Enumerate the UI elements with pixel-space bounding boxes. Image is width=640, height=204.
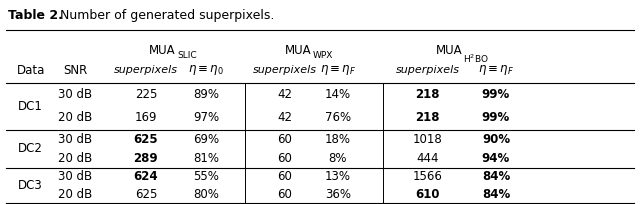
- Text: 444: 444: [416, 152, 439, 165]
- Text: 218: 218: [415, 111, 440, 124]
- Text: 610: 610: [415, 188, 440, 201]
- Text: 60: 60: [277, 171, 292, 183]
- Text: 30 dB: 30 dB: [58, 133, 93, 146]
- Text: 97%: 97%: [193, 111, 219, 124]
- Text: 13%: 13%: [325, 171, 351, 183]
- Text: 218: 218: [415, 88, 440, 101]
- Text: 20 dB: 20 dB: [58, 111, 93, 124]
- Text: MUA: MUA: [435, 44, 462, 58]
- Text: 42: 42: [277, 111, 292, 124]
- Text: MUA: MUA: [285, 44, 312, 58]
- Text: 289: 289: [134, 152, 158, 165]
- Text: 20 dB: 20 dB: [58, 152, 93, 165]
- Text: 225: 225: [135, 88, 157, 101]
- Text: 90%: 90%: [482, 133, 510, 146]
- Text: 99%: 99%: [482, 88, 510, 101]
- Text: MUA: MUA: [149, 44, 176, 58]
- Text: 99%: 99%: [482, 111, 510, 124]
- Text: superpixels: superpixels: [253, 65, 317, 75]
- Text: 84%: 84%: [482, 188, 510, 201]
- Text: H$^2$BO: H$^2$BO: [463, 53, 489, 65]
- Text: Data: Data: [17, 64, 45, 77]
- Text: WPX: WPX: [313, 51, 333, 60]
- Text: Number of generated superpixels.: Number of generated superpixels.: [52, 9, 275, 22]
- Text: 69%: 69%: [193, 133, 219, 146]
- Text: 1566: 1566: [413, 171, 442, 183]
- Text: 60: 60: [277, 188, 292, 201]
- Text: superpixels: superpixels: [396, 65, 460, 75]
- Text: 169: 169: [134, 111, 157, 124]
- Text: 81%: 81%: [193, 152, 219, 165]
- Text: 60: 60: [277, 152, 292, 165]
- Text: 625: 625: [134, 133, 158, 146]
- Text: 36%: 36%: [325, 188, 351, 201]
- Text: $\eta \equiv \eta_0$: $\eta \equiv \eta_0$: [188, 63, 224, 77]
- Text: 94%: 94%: [482, 152, 510, 165]
- Text: 14%: 14%: [325, 88, 351, 101]
- Text: $\eta \equiv \eta_F$: $\eta \equiv \eta_F$: [320, 63, 356, 77]
- Text: DC3: DC3: [19, 179, 43, 192]
- Text: 55%: 55%: [193, 171, 219, 183]
- Text: 89%: 89%: [193, 88, 219, 101]
- Text: SLIC: SLIC: [177, 51, 197, 60]
- Text: superpixels: superpixels: [114, 65, 178, 75]
- Text: 18%: 18%: [325, 133, 351, 146]
- Text: DC1: DC1: [19, 100, 43, 113]
- Text: 30 dB: 30 dB: [58, 171, 93, 183]
- Text: 625: 625: [135, 188, 157, 201]
- Text: 80%: 80%: [193, 188, 219, 201]
- Text: DC2: DC2: [19, 142, 43, 155]
- Text: 84%: 84%: [482, 171, 510, 183]
- Text: 30 dB: 30 dB: [58, 88, 93, 101]
- Text: Table 2.: Table 2.: [8, 9, 63, 22]
- Text: $\eta \equiv \eta_F$: $\eta \equiv \eta_F$: [478, 63, 514, 77]
- Text: 76%: 76%: [325, 111, 351, 124]
- Text: 60: 60: [277, 133, 292, 146]
- Text: 20 dB: 20 dB: [58, 188, 93, 201]
- Text: SNR: SNR: [63, 64, 88, 77]
- Text: 42: 42: [277, 88, 292, 101]
- Text: 1018: 1018: [413, 133, 442, 146]
- Text: 8%: 8%: [329, 152, 347, 165]
- Text: 624: 624: [134, 171, 158, 183]
